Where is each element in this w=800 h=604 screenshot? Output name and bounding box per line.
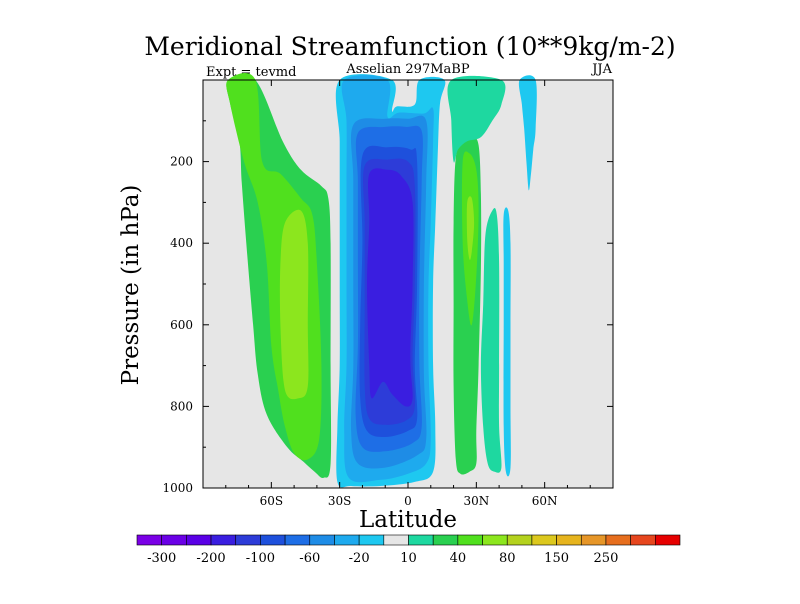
colorbar-swatch <box>334 534 360 546</box>
x-axis-label: Latitude <box>359 507 457 533</box>
colorbar-label: 40 <box>450 551 467 566</box>
colorbar-swatch <box>161 534 187 546</box>
subtitle-left: Expt = tevmd <box>206 65 296 80</box>
colorbar-label: 150 <box>544 551 569 566</box>
y-axis-label: Pressure (in hPa) <box>118 185 144 386</box>
y-tick-label: 1000 <box>162 481 193 495</box>
colorbar-label: 250 <box>594 551 619 566</box>
colorbar-swatch <box>358 534 385 546</box>
y-tick-label: 200 <box>170 155 193 169</box>
colorbar-swatch <box>655 534 681 546</box>
colorbar: -300 -200 -100 -60 -20 10 40 80 150 250 <box>136 534 681 566</box>
contour-nh-band-d <box>503 207 511 477</box>
contour-nh-band-c <box>518 75 537 191</box>
colorbar-swatch <box>556 534 582 546</box>
colorbar-label: -20 <box>349 551 370 566</box>
colorbar-label: 80 <box>499 551 516 566</box>
colorbar-label: -200 <box>196 551 225 566</box>
contour-nh-ferrel-core <box>466 196 475 261</box>
contour-hadley-core <box>367 168 414 407</box>
x-axis: 60S 30S 0 30N 60N <box>225 80 591 508</box>
chart-title: Meridional Streamfunction (10**9kg/m-2) <box>144 32 675 61</box>
colorbar-swatch <box>506 534 533 546</box>
x-tick-label: 60N <box>532 494 558 508</box>
colorbar-swatch <box>235 534 261 546</box>
colorbar-label: -60 <box>299 551 320 566</box>
colorbar-swatch <box>284 534 311 546</box>
colorbar-label: -100 <box>246 551 275 566</box>
colorbar-swatch <box>457 534 483 546</box>
subtitle-right: JJA <box>590 62 612 77</box>
y-tick-label: 400 <box>170 236 193 250</box>
x-tick-label: 60S <box>260 494 284 508</box>
colorbar-swatch <box>580 534 607 546</box>
contour-nh-band-a <box>447 75 506 163</box>
colorbar-swatch <box>210 534 237 546</box>
subtitle-center: Asselian 297MaBP <box>345 62 469 77</box>
y-axis: 200 400 600 800 1000 <box>162 120 613 495</box>
colorbar-label: 10 <box>400 551 417 566</box>
y-tick-label: 800 <box>170 399 193 413</box>
colorbar-swatch <box>630 534 656 546</box>
colorbar-swatch <box>383 534 409 546</box>
contour-nh-band-b <box>480 207 502 473</box>
colorbar-swatch <box>136 534 162 546</box>
x-tick-label: 0 <box>404 494 412 508</box>
contour-sh-ferrel-core <box>279 209 309 400</box>
colorbar-swatch <box>432 534 459 546</box>
y-tick-label: 600 <box>170 318 193 332</box>
x-tick-label: 30N <box>463 494 489 508</box>
colorbar-swatch <box>186 534 212 546</box>
colorbar-swatch <box>605 534 631 546</box>
x-tick-label: 30S <box>328 494 352 508</box>
colorbar-swatch <box>531 534 557 546</box>
contour-regions <box>226 72 537 488</box>
colorbar-swatch <box>408 534 434 546</box>
colorbar-label: -300 <box>147 551 176 566</box>
colorbar-swatch <box>482 534 508 546</box>
colorbar-swatch <box>309 534 335 546</box>
colorbar-swatch <box>260 534 286 546</box>
